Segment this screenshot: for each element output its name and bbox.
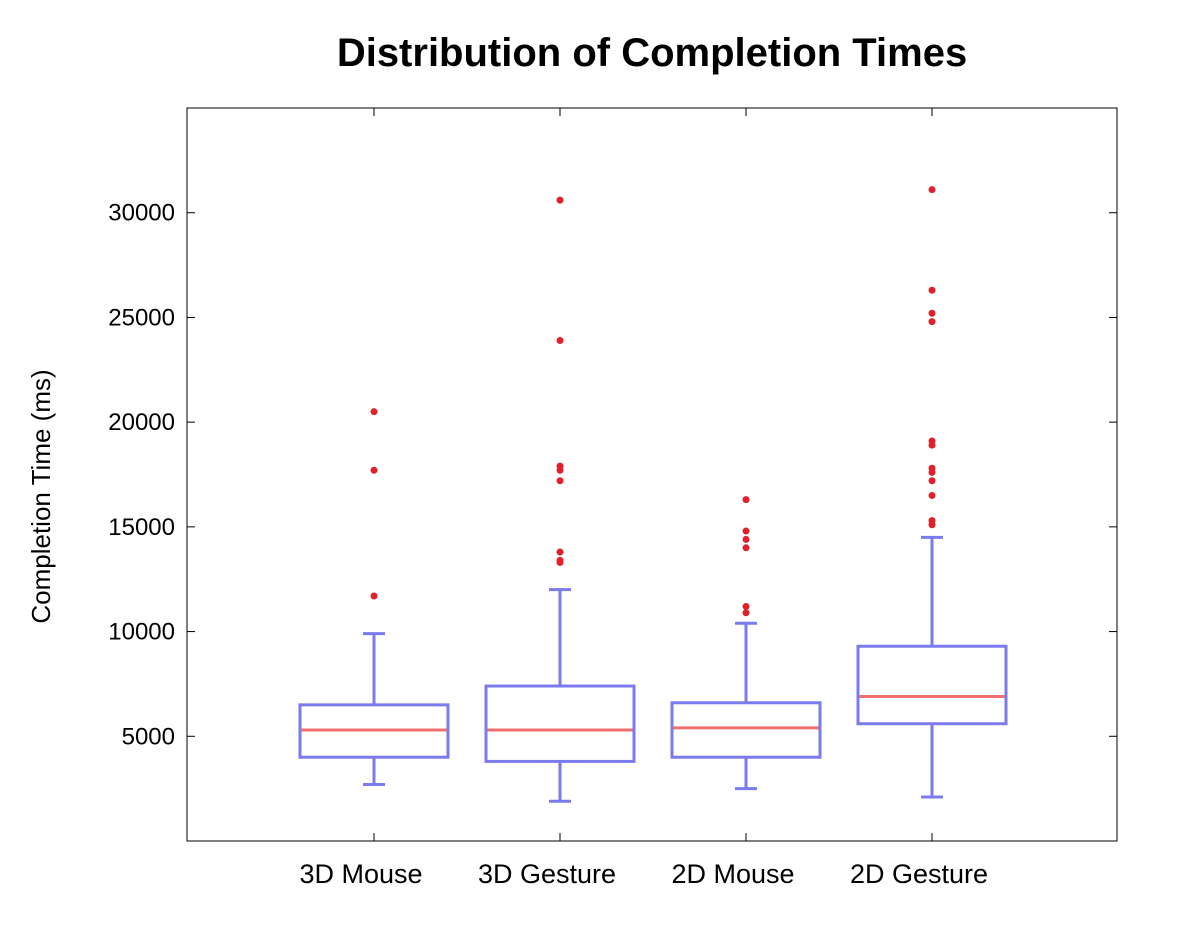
y-tick-label: 15000 — [108, 514, 175, 541]
y-axis-label: Completion Time (ms) — [26, 369, 56, 623]
outlier-point — [556, 548, 564, 556]
y-tick-label: 30000 — [108, 200, 175, 227]
outlier-point — [742, 535, 750, 543]
outlier-point — [370, 408, 378, 416]
boxes — [298, 186, 1008, 803]
outlier-point — [742, 602, 750, 610]
outlier-point — [928, 517, 936, 525]
outlier-point — [556, 462, 564, 470]
outlier-point — [928, 309, 936, 317]
outlier-point — [742, 496, 750, 504]
y-tick-label: 5000 — [122, 723, 175, 750]
iqr-box — [298, 703, 450, 759]
plot-area-frame — [186, 107, 1118, 842]
iqr-box — [670, 701, 822, 759]
outlier-point — [928, 318, 936, 326]
outlier-point — [928, 286, 936, 294]
outlier-point — [556, 336, 564, 344]
iqr-box — [856, 644, 1008, 726]
box-group — [484, 196, 636, 803]
outlier-point — [742, 609, 750, 617]
x-tick-label: 3D Gesture — [478, 859, 616, 889]
outlier-point — [742, 527, 750, 535]
iqr-box — [484, 684, 636, 763]
outlier-point — [556, 477, 564, 485]
outlier-point — [556, 196, 564, 204]
outlier-point — [928, 464, 936, 472]
box-group — [856, 186, 1008, 799]
x-tick-label: 3D Mouse — [299, 859, 422, 889]
outlier-point — [928, 186, 936, 194]
box-group — [670, 496, 822, 791]
y-tick-label: 20000 — [108, 409, 175, 436]
y-tick-label: 25000 — [108, 304, 175, 331]
box-group — [298, 408, 450, 786]
outlier-point — [556, 556, 564, 564]
outlier-point — [370, 592, 378, 600]
axis-ticks: 5000 10000 15000 20000 25000 30000 3D Mouse 3D … — [108, 108, 1117, 889]
x-tick-label: 2D Gesture — [850, 859, 988, 889]
outlier-point — [370, 466, 378, 474]
outlier-point — [928, 437, 936, 445]
chart-title: Distribution of Completion Times — [337, 31, 967, 75]
y-tick-label: 10000 — [108, 619, 175, 646]
outlier-point — [928, 491, 936, 499]
outlier-point — [928, 477, 936, 485]
x-tick-label: 2D Mouse — [671, 859, 794, 889]
outlier-point — [742, 544, 750, 552]
